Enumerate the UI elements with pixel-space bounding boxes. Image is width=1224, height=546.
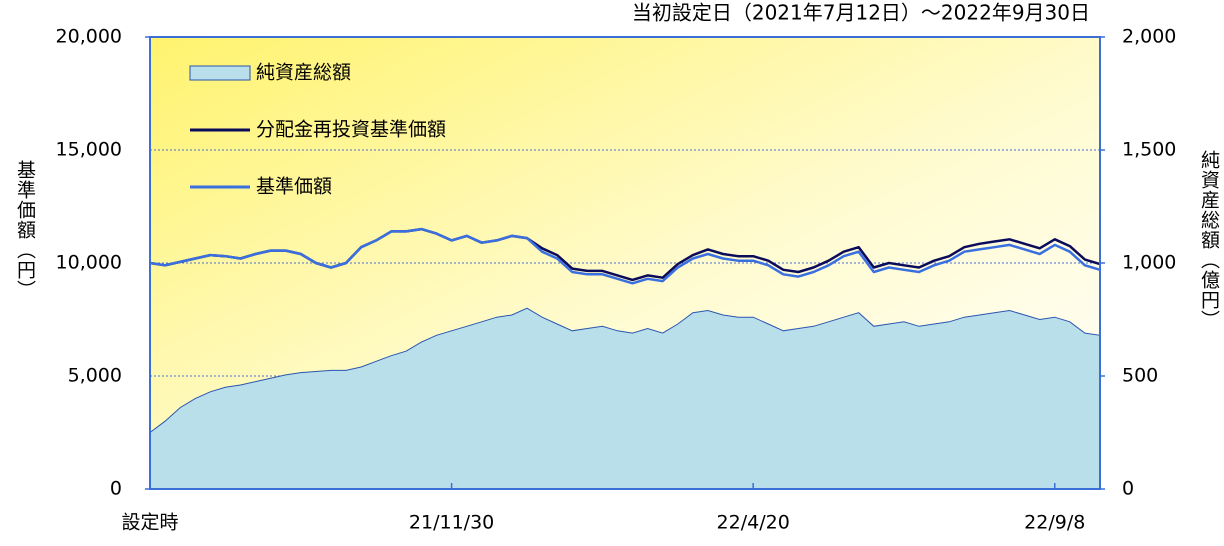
y-tick-label: 20,000 xyxy=(56,26,122,48)
y-tick-label: 0 xyxy=(110,478,122,500)
line xyxy=(149,227,1101,285)
y2-tick-label: 500 xyxy=(1122,365,1158,387)
y2-tick-label: 1,500 xyxy=(1122,139,1176,161)
x-tick-label: 21/11/30 xyxy=(409,512,494,534)
x-tick-label: 22/4/20 xyxy=(717,512,790,534)
legend-label: 基準価額 xyxy=(256,176,332,198)
y-tick-label: 15,000 xyxy=(56,139,122,161)
y-tick-label: 10,000 xyxy=(56,252,122,274)
y2-axis-label: 純資産総額（億円） xyxy=(1198,150,1220,330)
x-tick-label: 22/9/8 xyxy=(1024,512,1085,534)
y-tick-label: 5,000 xyxy=(68,365,122,387)
chart-title: 当初設定日（2021年7月12日）～2022年9月30日 xyxy=(632,1,1090,25)
legend-label: 分配金再投資基準価額 xyxy=(256,119,446,141)
y2-tick-label: 0 xyxy=(1122,478,1134,500)
legend-label: 純資産総額 xyxy=(256,62,351,84)
legend-swatch xyxy=(189,65,251,81)
y2-tick-label: 1,000 xyxy=(1122,252,1176,274)
y2-tick-label: 2,000 xyxy=(1122,26,1176,48)
plot-frame xyxy=(149,36,1101,490)
x-tick-label: 設定時 xyxy=(121,512,178,534)
area xyxy=(149,307,1101,490)
y-axis-label: 基準価額（円） xyxy=(14,160,36,300)
